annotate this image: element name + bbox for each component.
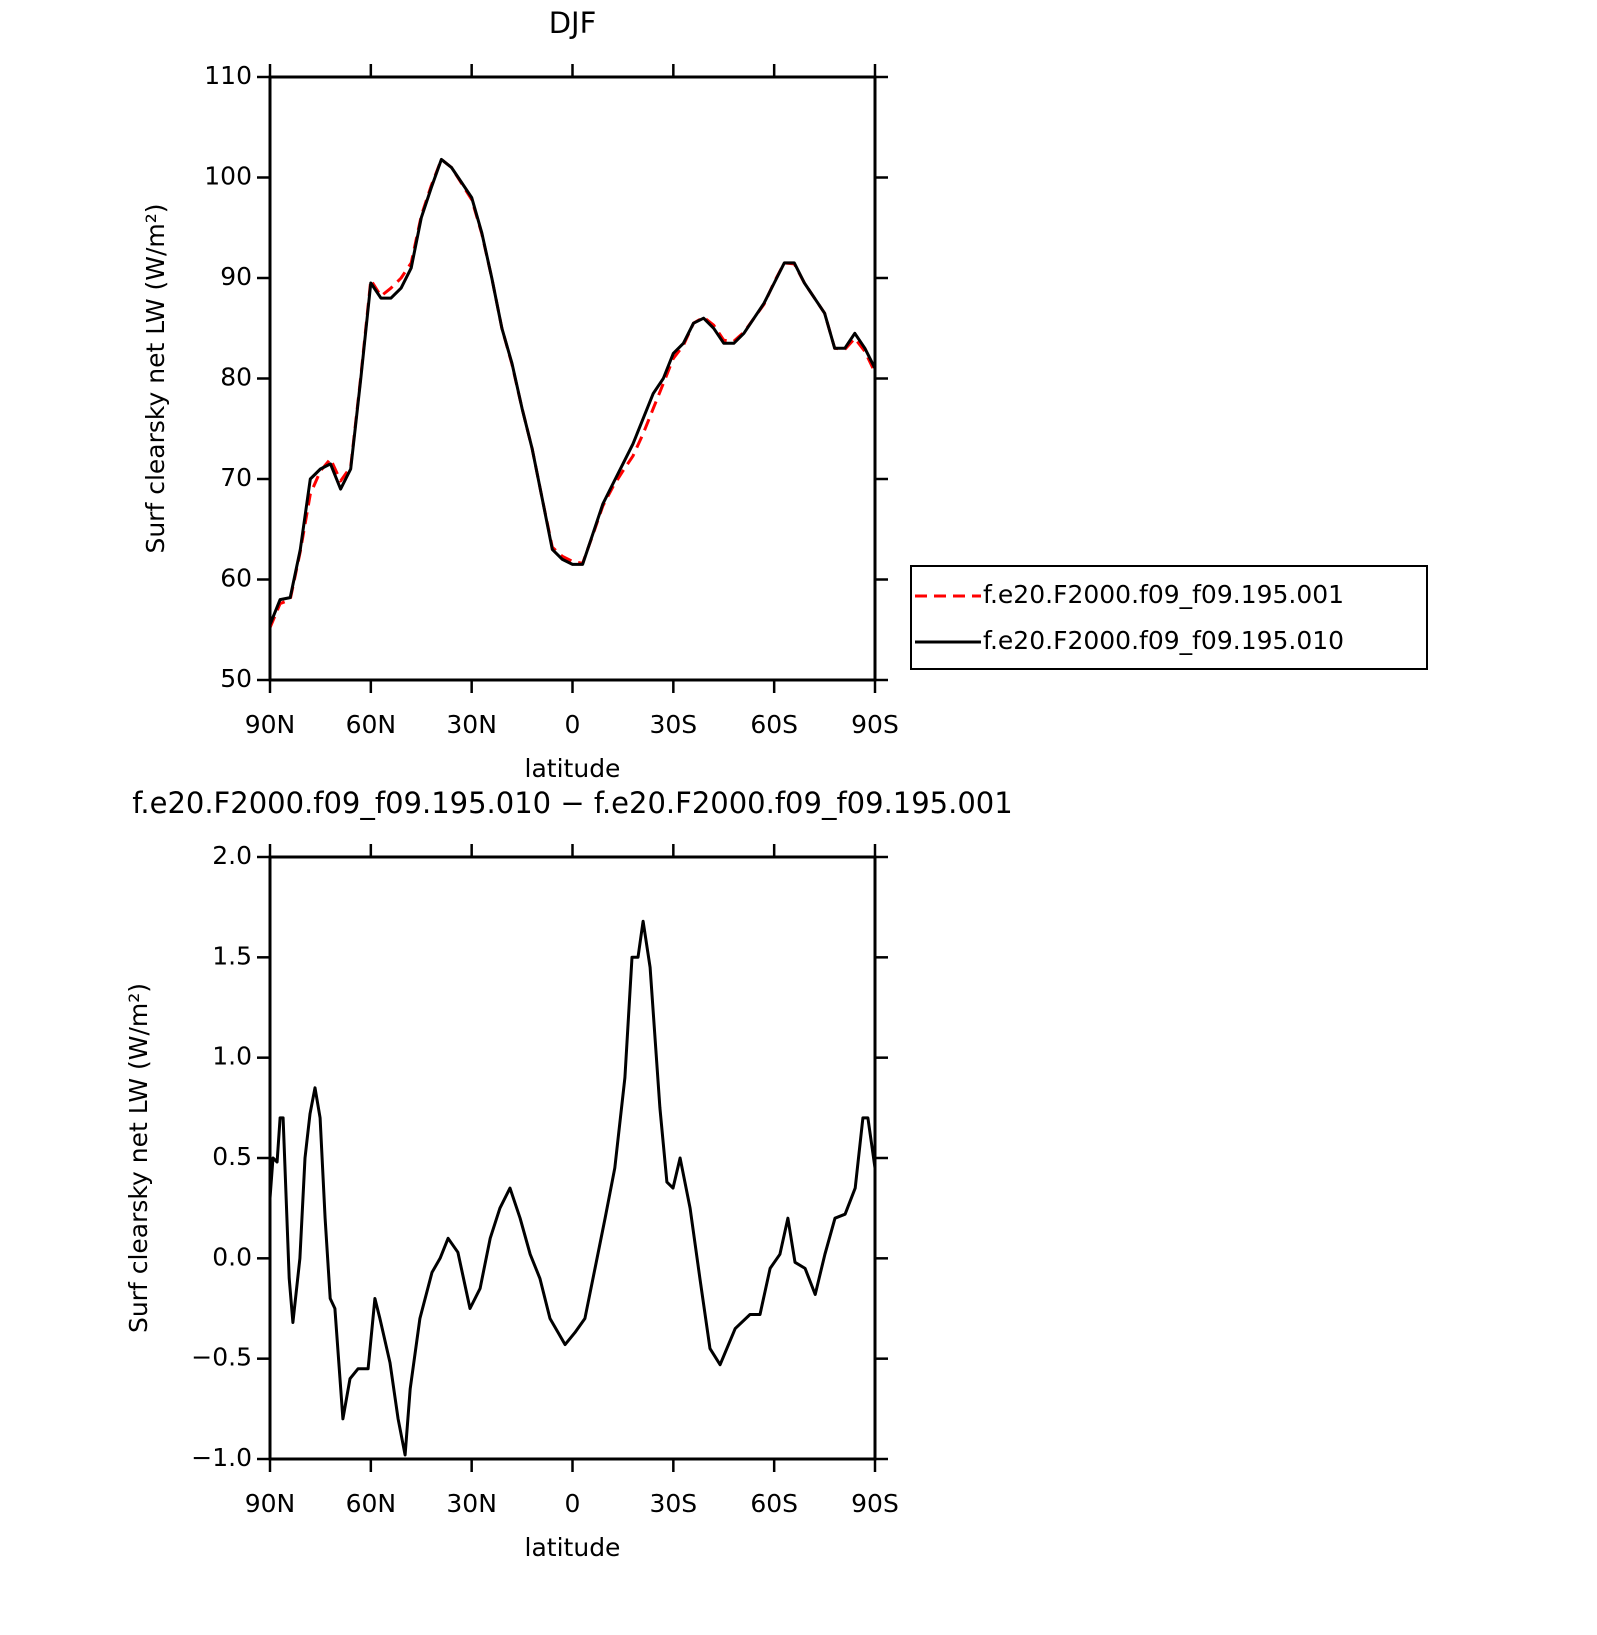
x-axis-label: latitude [525,754,621,783]
y-tick-label: 60 [220,564,252,593]
y-axis-label: Surf clearsky net LW (W/m²) [141,203,170,553]
x-tick-label: 60S [750,1489,798,1518]
plot-frame [268,75,877,682]
y-tick-label: 90 [220,262,252,291]
y-tick-label: 1.5 [212,941,252,970]
legend-box [910,565,1428,670]
x-tick-label: 0 [565,710,581,739]
y-tick-label: 70 [220,463,252,492]
x-tick-label: 60N [346,1489,397,1518]
y-axis-label: Surf clearsky net LW (W/m²) [124,983,153,1333]
y-tick-label: 80 [220,363,252,392]
x-tick-label: 60S [750,710,798,739]
y-tick-label: 0.0 [212,1242,252,1271]
legend-label: f.e20.F2000.f09_f09.195.001 [983,580,1344,609]
y-tick-label: −0.5 [191,1343,252,1372]
x-tick-label: 0 [565,1489,581,1518]
data-line [268,157,877,629]
y-tick-label: 50 [220,664,252,693]
x-tick-label: 90S [851,710,899,739]
x-tick-label: 60N [346,710,397,739]
data-line [268,157,877,626]
data-line [268,919,877,1457]
plot-frame [268,855,877,1461]
x-tick-label: 90N [245,1489,296,1518]
x-tick-label: 90S [851,1489,899,1518]
x-tick-label: 90N [245,710,296,739]
y-tick-label: 100 [204,162,252,191]
y-tick-label: 0.5 [212,1142,252,1171]
chart-title: DJF [549,6,597,40]
x-tick-label: 30S [649,710,697,739]
x-tick-label: 30N [446,710,497,739]
y-tick-label: 1.0 [212,1042,252,1071]
x-axis-label: latitude [525,1533,621,1562]
y-tick-label: −1.0 [191,1443,252,1472]
x-tick-label: 30S [649,1489,697,1518]
y-tick-label: 110 [204,61,252,90]
y-tick-label: 2.0 [212,841,252,870]
x-tick-label: 30N [446,1489,497,1518]
legend-label: f.e20.F2000.f09_f09.195.010 [983,626,1344,655]
chart-title: f.e20.F2000.f09_f09.195.010 − f.e20.F200… [132,786,1012,820]
